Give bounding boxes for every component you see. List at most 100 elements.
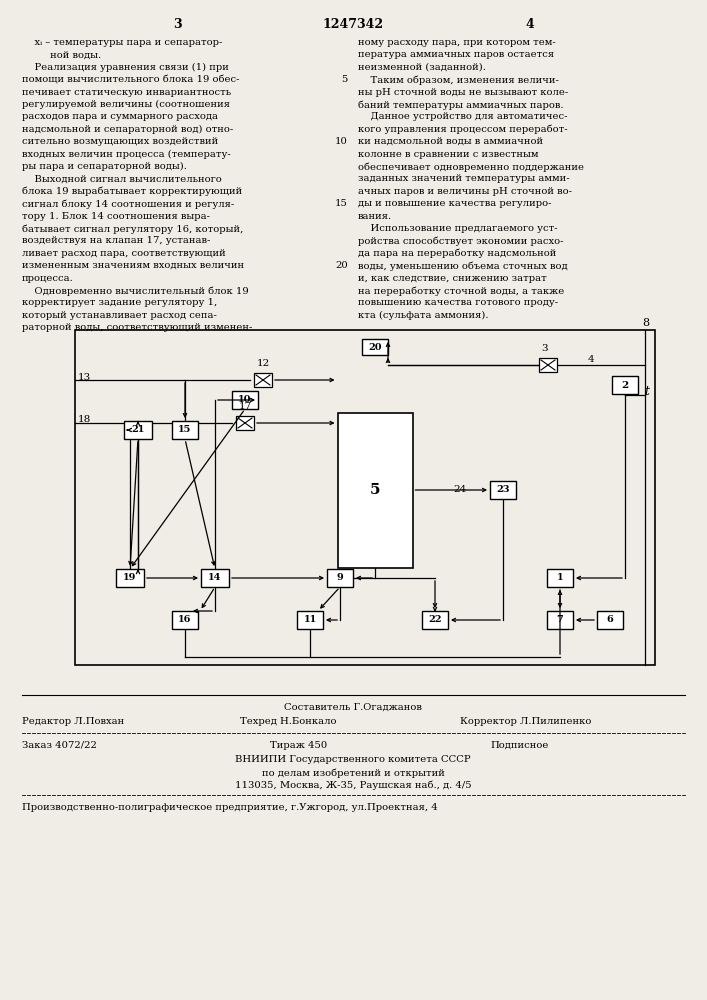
Text: процесса.: процесса.: [22, 274, 74, 283]
Text: по делам изобретений и открытий: по делам изобретений и открытий: [262, 768, 445, 778]
Text: ки надсмольной воды в аммиачной: ки надсмольной воды в аммиачной: [358, 137, 543, 146]
Text: Корректор Л.Пилипенко: Корректор Л.Пилипенко: [460, 717, 591, 726]
Bar: [254, 373, 272, 387]
Text: 17: 17: [238, 402, 252, 411]
Bar: [362, 339, 388, 355]
Text: 13: 13: [78, 372, 91, 381]
Text: 1: 1: [556, 574, 563, 582]
Bar: [297, 611, 323, 629]
Text: блока 19 вырабатывает корректирующий: блока 19 вырабатывает корректирующий: [22, 187, 243, 196]
Text: сигнал блоку 14 соотношения и регуля-: сигнал блоку 14 соотношения и регуля-: [22, 199, 234, 209]
Bar: [337, 412, 412, 568]
Text: 8: 8: [642, 318, 649, 328]
Text: Заказ 4072/22: Заказ 4072/22: [22, 741, 97, 750]
Text: 14: 14: [209, 574, 222, 582]
Text: 3: 3: [542, 344, 549, 353]
Text: Техред Н.Бонкало: Техред Н.Бонкало: [240, 717, 337, 726]
Text: баний температуры аммиачных паров.: баний температуры аммиачных паров.: [358, 100, 563, 109]
Text: Данное устройство для автоматичес-: Данное устройство для автоматичес-: [358, 112, 568, 121]
Text: 22: 22: [428, 615, 442, 624]
Text: входных величин процесса (температу-: входных величин процесса (температу-: [22, 150, 230, 159]
Text: 20: 20: [368, 342, 382, 352]
Text: 1247342: 1247342: [322, 18, 384, 31]
Text: регулируемой величины (соотношения: регулируемой величины (соотношения: [22, 100, 230, 109]
Text: кта (сульфата аммония).: кта (сульфата аммония).: [358, 311, 489, 320]
Text: 21: 21: [132, 426, 145, 434]
Text: 113035, Москва, Ж-35, Раушская наб., д. 4/5: 113035, Москва, Ж-35, Раушская наб., д. …: [235, 781, 472, 790]
Text: помощи вычислительного блока 19 обес-: помощи вычислительного блока 19 обес-: [22, 75, 240, 84]
Text: Одновременно вычислительный блок 19: Одновременно вычислительный блок 19: [22, 286, 249, 296]
Text: Выходной сигнал вычислительного: Выходной сигнал вычислительного: [22, 174, 222, 183]
Text: воздействуя на клапан 17, устанав-: воздействуя на клапан 17, устанав-: [22, 236, 211, 245]
Bar: [422, 611, 448, 629]
Text: ачных паров и величины pH сточной во-: ачных паров и величины pH сточной во-: [358, 187, 572, 196]
Bar: [75, 330, 655, 665]
Text: 24: 24: [453, 486, 466, 494]
Text: ды и повышение качества регулиро-: ды и повышение качества регулиро-: [358, 199, 551, 208]
Text: ной воды.: ной воды.: [22, 50, 101, 59]
Text: ливает расход пара, соответствующий: ливает расход пара, соответствующий: [22, 249, 226, 258]
Text: обеспечивает одновременно поддержание: обеспечивает одновременно поддержание: [358, 162, 584, 172]
Bar: [232, 391, 258, 409]
Text: 5: 5: [341, 75, 348, 84]
Bar: [547, 569, 573, 587]
Text: t: t: [644, 385, 649, 398]
Bar: [116, 569, 144, 587]
Text: Подписное: Подписное: [490, 741, 549, 750]
Text: 2: 2: [621, 380, 629, 389]
Text: печивает статическую инвариантность: печивает статическую инвариантность: [22, 88, 231, 97]
Text: надсмольной и сепараторной вод) отно-: надсмольной и сепараторной вод) отно-: [22, 125, 233, 134]
Text: 6: 6: [607, 615, 614, 624]
Text: 7: 7: [556, 615, 563, 624]
Text: ному расходу пара, при котором тем-: ному расходу пара, при котором тем-: [358, 38, 556, 47]
Bar: [327, 569, 353, 587]
Bar: [547, 611, 573, 629]
Text: 4: 4: [525, 18, 534, 31]
Text: 4: 4: [588, 355, 595, 364]
Bar: [539, 358, 557, 372]
Text: 5: 5: [370, 483, 380, 497]
Text: ВНИИПИ Государственного комитета СССР: ВНИИПИ Государственного комитета СССР: [235, 755, 471, 764]
Text: ны pH сточной воды не вызывают коле-: ны pH сточной воды не вызывают коле-: [358, 88, 568, 97]
Text: Составитель Г.Огаджанов: Составитель Г.Огаджанов: [284, 703, 422, 712]
Text: 19: 19: [123, 574, 136, 582]
Bar: [490, 481, 516, 499]
Text: 15: 15: [178, 426, 192, 434]
Text: Таким образом, изменения величи-: Таким образом, изменения величи-: [358, 75, 559, 85]
Text: 20: 20: [335, 261, 348, 270]
Text: 16: 16: [178, 615, 192, 624]
Text: Реализация уравнения связи (1) при: Реализация уравнения связи (1) при: [22, 63, 229, 72]
Text: сительно возмущающих воздействий: сительно возмущающих воздействий: [22, 137, 218, 146]
Text: 10: 10: [335, 137, 348, 146]
Text: воды, уменьшению объема сточных вод: воды, уменьшению объема сточных вод: [358, 261, 568, 271]
Text: 3: 3: [173, 18, 181, 31]
Text: 11: 11: [303, 615, 317, 624]
Text: повышению качества готового проду-: повышению качества готового проду-: [358, 298, 558, 307]
Text: 23: 23: [496, 486, 510, 494]
Text: ры пара и сепараторной воды).: ры пара и сепараторной воды).: [22, 162, 187, 171]
Bar: [236, 416, 254, 430]
Text: кого управления процессом переработ-: кого управления процессом переработ-: [358, 125, 568, 134]
Bar: [201, 569, 229, 587]
Text: Редактор Л.Повхан: Редактор Л.Повхан: [22, 717, 124, 726]
Text: раторной воды, соответствующий изменен-: раторной воды, соответствующий изменен-: [22, 323, 252, 332]
Text: Производственно-полиграфическое предприятие, г.Ужгород, ул.Проектная, 4: Производственно-полиграфическое предприя…: [22, 803, 438, 812]
Text: тору 1. Блок 14 соотношения выра-: тору 1. Блок 14 соотношения выра-: [22, 212, 210, 221]
Text: xᵢ – температуры пара и сепаратор-: xᵢ – температуры пара и сепаратор-: [22, 38, 223, 47]
Bar: [612, 376, 638, 394]
Text: 10: 10: [238, 395, 252, 404]
Text: 9: 9: [337, 574, 344, 582]
Text: да пара на переработку надсмольной: да пара на переработку надсмольной: [358, 249, 556, 258]
Bar: [172, 421, 198, 439]
Text: 12: 12: [257, 359, 269, 368]
Text: корректирует задание регулятору 1,: корректирует задание регулятору 1,: [22, 298, 217, 307]
Text: батывает сигнал регулятору 16, который,: батывает сигнал регулятору 16, который,: [22, 224, 243, 233]
Text: измененным значениям входных величин: измененным значениям входных величин: [22, 261, 244, 270]
Bar: [172, 611, 198, 629]
Text: Тираж 450: Тираж 450: [270, 741, 327, 750]
Text: заданных значений температуры амми-: заданных значений температуры амми-: [358, 174, 570, 183]
Text: Использование предлагаемого уст-: Использование предлагаемого уст-: [358, 224, 558, 233]
Text: 15: 15: [335, 199, 348, 208]
Bar: [124, 421, 152, 439]
Text: вания.: вания.: [358, 212, 392, 221]
